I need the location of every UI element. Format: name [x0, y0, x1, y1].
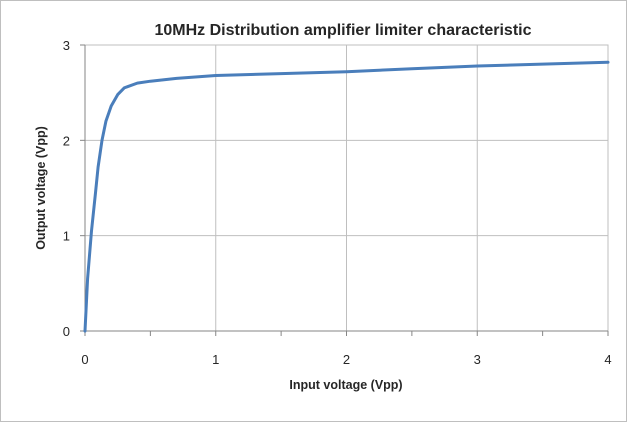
y-tick-label: 3 — [63, 38, 70, 53]
x-tick-label: 0 — [81, 352, 88, 367]
x-tick-label: 2 — [343, 352, 350, 367]
series — [83, 60, 610, 333]
series-line — [83, 60, 610, 333]
axes — [80, 44, 609, 336]
x-tick-label: 3 — [474, 352, 481, 367]
y-tick-labels: 0 1 2 3 — [63, 38, 70, 339]
x-axis-title: Input voltage (Vpp) — [289, 378, 402, 392]
y-tick-label: 2 — [63, 133, 70, 148]
y-axis-title: Output voltage (Vpp) — [34, 126, 48, 250]
y-tick-label: 0 — [63, 324, 70, 339]
y-tick-label: 1 — [63, 229, 70, 244]
x-tick-labels: 0 1 2 3 4 — [81, 352, 611, 367]
gridlines — [85, 44, 609, 331]
chart-title: 10MHz Distribution amplifier limiter cha… — [155, 22, 532, 39]
x-tick-label: 4 — [604, 352, 611, 367]
x-tick-label: 1 — [212, 352, 219, 367]
